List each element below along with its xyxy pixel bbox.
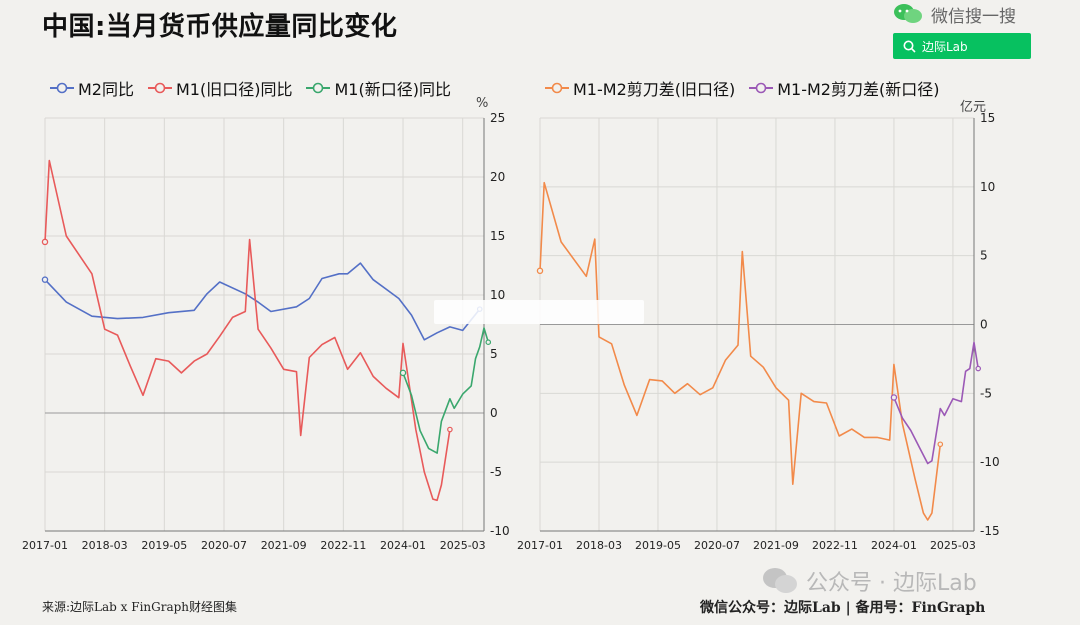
right-x-tick-label: 2020-07 — [694, 539, 740, 552]
right-unit-label: 亿元 — [960, 100, 987, 115]
left-y-tick-label: 0 — [490, 406, 498, 420]
right-x-tick-label: 2018-03 — [576, 539, 622, 552]
left-series-line-0 — [44, 262, 481, 341]
brand-text: 微信搜一搜 — [931, 6, 1016, 27]
left-x-tick-label: 2022-11 — [320, 539, 366, 552]
left-series-start-marker-0 — [41, 276, 49, 283]
left-y-tick-label: 5 — [490, 347, 498, 361]
left-series-start-marker-2 — [399, 369, 407, 377]
right-x-tick-label: 2022-11 — [812, 539, 858, 552]
right-x-tick-label: 2021-09 — [753, 539, 799, 552]
legend-item-m2[interactable]: M2同比 — [50, 76, 134, 100]
left-unit-label: % — [476, 96, 489, 111]
chart-title: 中国:当月货币供应量同比变化 — [42, 12, 398, 42]
right-y-tick-label: -5 — [980, 386, 992, 400]
right-y-tick-label: -10 — [980, 455, 1000, 469]
right-x-tick-label: 2017-01 — [517, 539, 563, 552]
left-y-tick-label: 20 — [490, 170, 505, 184]
right-series-end-marker-0 — [937, 441, 944, 448]
wechat-watermark-icon — [763, 568, 797, 593]
right-y-tick-label: 5 — [980, 249, 988, 263]
legend-swatch-m1-new — [306, 82, 331, 94]
footer-source: 来源:边际Lab x FinGraph财经图集 — [42, 600, 238, 614]
left-y-tick-label: 25 — [490, 111, 505, 125]
left-y-tick-label: 15 — [490, 229, 505, 243]
wechat-icon — [894, 4, 922, 23]
wechat-search-brand: 微信搜一搜 — [893, 2, 1033, 27]
blurred-overlay — [434, 300, 644, 324]
legend-swatch-m1-old — [148, 82, 172, 94]
left-series-end-marker-2 — [485, 339, 492, 346]
left-x-tick-label: 2018-03 — [82, 539, 128, 552]
search-label: 边际Lab — [922, 39, 968, 54]
legend-left: M2同比 M1(旧口径)同比 M1(新口径)同比 — [50, 76, 451, 100]
left-x-tick-label: 2019-05 — [141, 539, 187, 552]
right-series-start-marker-1 — [890, 394, 898, 401]
right-y-tick-label: -15 — [980, 524, 1000, 538]
legend-item-spread-old[interactable]: M1-M2剪刀差(旧口径) — [545, 76, 735, 100]
left-series-end-marker-1 — [447, 426, 453, 433]
watermark-text: 公众号 · 边际Lab — [806, 571, 977, 596]
left-y-tick-label: -5 — [490, 465, 502, 479]
left-series-start-marker-1 — [41, 238, 49, 246]
left-x-tick-label: 2024-01 — [380, 539, 426, 552]
legend-right: M1-M2剪刀差(旧口径) M1-M2剪刀差(新口径) — [545, 76, 939, 100]
left-series-line-1 — [44, 159, 451, 502]
legend-item-m1-new[interactable]: M1(新口径)同比 — [306, 76, 451, 100]
right-y-tick-label: 0 — [980, 318, 988, 332]
left-series-line-2 — [402, 327, 490, 454]
legend-label-spread-old: M1-M2剪刀差(旧口径) — [573, 80, 736, 99]
right-x-tick-label: 2025-03 — [930, 539, 976, 552]
left-x-tick-label: 2020-07 — [201, 539, 247, 552]
legend-swatch-m2 — [50, 82, 74, 94]
legend-item-m1-old[interactable]: M1(旧口径)同比 — [148, 76, 292, 100]
legend-label-spread-new: M1-M2剪刀差(新口径) — [777, 80, 940, 99]
right-series-start-marker-0 — [536, 267, 544, 275]
legend-label-m1-old: M1(旧口径)同比 — [176, 80, 293, 99]
right-series-end-marker-1 — [975, 365, 982, 372]
left-x-tick-label: 2025-03 — [440, 539, 486, 552]
footer-account: 微信公众号：边际Lab | 备用号：FinGraph — [700, 600, 986, 616]
right-y-tick-label: 15 — [980, 111, 995, 125]
legend-label-m2: M2同比 — [78, 80, 134, 99]
right-series-line-1 — [893, 341, 979, 465]
left-y-tick-label: 10 — [490, 288, 505, 302]
right-y-tick-label: 10 — [980, 180, 995, 194]
right-x-tick-label: 2019-05 — [635, 539, 681, 552]
right-x-tick-label: 2024-01 — [871, 539, 917, 552]
legend-swatch-spread-old — [545, 82, 569, 94]
search-icon — [903, 40, 916, 53]
left-x-tick-label: 2021-09 — [261, 539, 307, 552]
legend-swatch-spread-new — [749, 82, 774, 94]
left-y-tick-label: -10 — [490, 524, 510, 538]
legend-label-m1-new: M1(新口径)同比 — [334, 80, 451, 99]
watermark: 公众号 · 边际Lab — [762, 565, 977, 597]
left-x-tick-label: 2017-01 — [22, 539, 68, 552]
search-button[interactable]: 边际Lab — [893, 33, 1031, 59]
legend-item-spread-new[interactable]: M1-M2剪刀差(新口径) — [749, 76, 939, 100]
right-series-line-0 — [539, 181, 942, 521]
